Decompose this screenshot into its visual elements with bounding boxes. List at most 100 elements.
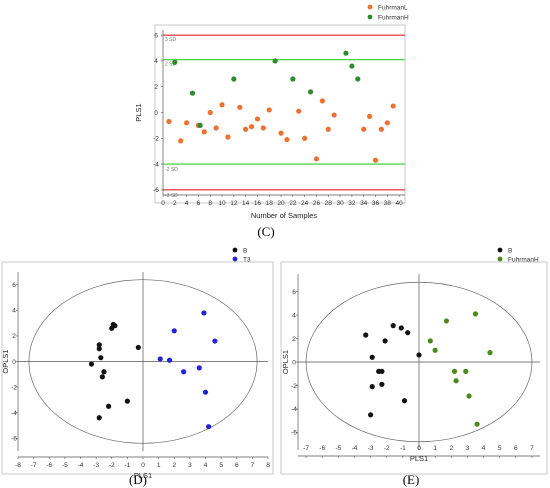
data-point-fuhrmanh — [427, 338, 433, 344]
x-tick-label: 30 — [336, 200, 344, 207]
data-point-fuhrmanl — [284, 136, 290, 143]
x-tick-label: 12 — [230, 200, 238, 207]
data-point-fuhrmanh — [343, 50, 349, 56]
y-tick-label: 2 — [292, 336, 296, 343]
data-point-fuhrmanl — [213, 125, 219, 131]
data-point-fuhrmanl — [378, 126, 384, 132]
data-point-fuhrmanh — [487, 350, 493, 356]
data-point-b — [369, 384, 375, 390]
data-point-fuhrmanl — [384, 120, 390, 126]
y-axis-title: PLS1 — [134, 103, 143, 121]
data-point-fuhrmanh — [443, 318, 450, 324]
chart-panel-3: -6 -4 -2 0 2 4 6 -7 -6 -5 -4 -3 -2 -1 0 1 2 3 4 5 6 7 PLS1 OPLS… — [280, 247, 548, 487]
legend-marker — [232, 247, 238, 253]
data-point-b — [368, 412, 374, 418]
x-tick-label: 36 — [372, 200, 380, 207]
data-point-fuhrmanh — [189, 90, 196, 96]
x-tick-label: -2 — [384, 445, 390, 452]
data-point-t3 — [171, 328, 177, 334]
panel-label: (E) — [403, 472, 420, 487]
data-point-fuhrmanl — [254, 116, 261, 122]
x-tick-label: 6 — [235, 462, 239, 469]
y-tick-label: -6 — [153, 187, 159, 194]
data-point-fuhrmanl — [313, 156, 320, 162]
data-point-fuhrmanl — [243, 126, 249, 132]
data-point-fuhrmanh — [472, 311, 479, 317]
x-tick-label: 0 — [161, 200, 165, 207]
panel-label: (D) — [129, 472, 147, 487]
legend-marker — [497, 256, 503, 262]
x-tick-label: 2 — [172, 462, 176, 469]
y-tick-label: 0 — [12, 359, 16, 366]
x-tick-label: 1 — [433, 445, 437, 452]
data-point-fuhrmanl — [366, 113, 373, 119]
y-tick-label: -4 — [291, 406, 297, 413]
legend-marker — [367, 14, 373, 20]
data-point-fuhrmanl — [361, 126, 367, 132]
data-point-fuhrmanl — [296, 108, 302, 114]
x-tick-label: 10 — [218, 200, 226, 207]
data-point-fuhrmanl — [260, 125, 266, 131]
data-point-fuhrmanl — [331, 112, 337, 118]
x-tick-label: -5 — [335, 445, 341, 452]
y-tick-label: -4 — [153, 161, 159, 168]
data-point-b — [96, 415, 102, 421]
x-tick-label: -5 — [62, 462, 68, 469]
data-point-t3 — [212, 338, 218, 344]
legend-label: FuhrmanH — [378, 14, 409, 21]
y-tick-label: 4 — [12, 308, 16, 315]
y-tick-label: 6 — [12, 282, 16, 289]
data-point-fuhrmanl — [278, 130, 284, 136]
y-tick-label: 0 — [154, 110, 158, 117]
x-tick-label: 4 — [482, 445, 486, 452]
data-point-fuhrmanh — [197, 122, 203, 128]
x-tick-label: 8 — [208, 200, 212, 207]
data-point-fuhrmanh — [290, 76, 296, 82]
x-tick-label: -1 — [400, 445, 406, 452]
plot-frame — [280, 261, 548, 475]
reference-line-label: -3 SD — [165, 193, 178, 199]
data-point-fuhrmanh — [432, 347, 438, 353]
data-point-b — [98, 355, 104, 361]
x-tick-label: -4 — [352, 445, 358, 452]
data-point-fuhrmanl — [178, 138, 184, 144]
legend-label: FuhrmanH — [508, 256, 539, 263]
data-point-fuhrmanh — [466, 393, 472, 399]
data-point-fuhrmanh — [307, 89, 314, 95]
data-point-fuhrmanh — [474, 421, 480, 427]
legend-label: T3 — [243, 256, 251, 263]
y-tick-label: -2 — [11, 384, 17, 391]
x-tick-label: -8 — [15, 462, 21, 469]
x-tick-label: -3 — [368, 445, 374, 452]
data-point-fuhrmanh — [463, 368, 469, 374]
reference-line-label: 2 SD — [165, 62, 177, 68]
data-point-fuhrmanh — [355, 76, 361, 82]
data-point-b — [379, 381, 385, 387]
x-tick-label: -3 — [93, 462, 99, 469]
x-tick-label: 32 — [348, 200, 356, 207]
x-tick-label: 34 — [360, 200, 368, 207]
data-point-fuhrmanl — [248, 124, 255, 130]
legend-label: FuhrmanL — [378, 4, 408, 11]
legend-marker — [497, 247, 503, 253]
x-tick-label: 2 — [173, 200, 177, 207]
x-axis-title: PLS1 — [134, 471, 152, 480]
legend-label: B — [508, 247, 512, 254]
y-tick-label: 2 — [154, 84, 158, 91]
y-axis-title: OPLS1 — [1, 349, 10, 373]
x-axis-title: Number of Samples — [251, 211, 318, 220]
data-point-b — [416, 352, 422, 358]
plot-frame — [1, 261, 274, 475]
data-point-b — [401, 398, 408, 404]
data-point-b — [96, 346, 102, 352]
x-tick-label: 8 — [266, 462, 270, 469]
data-point-b — [405, 330, 411, 336]
data-point-fuhrmanl — [237, 104, 243, 110]
data-point-fuhrmanh — [349, 63, 355, 69]
x-tick-label: 0 — [417, 445, 421, 452]
data-point-t3 — [201, 310, 207, 316]
data-point-fuhrmanl — [184, 120, 190, 126]
x-tick-label: -7 — [31, 462, 37, 469]
data-point-fuhrmanl — [201, 129, 207, 135]
